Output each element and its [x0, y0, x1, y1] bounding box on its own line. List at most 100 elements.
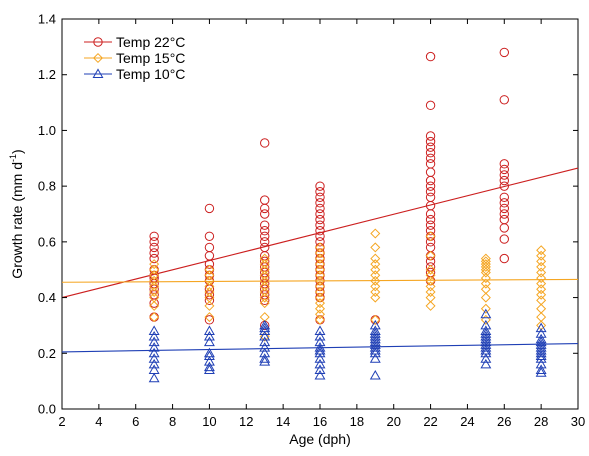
data-point [480, 333, 492, 344]
legend-label: Temp 15°C [116, 50, 185, 66]
data-point [204, 276, 215, 286]
data-point [425, 153, 436, 163]
data-point [499, 159, 509, 169]
data-point [499, 164, 509, 175]
data-point [480, 353, 492, 363]
data-point [315, 292, 325, 303]
data-point [370, 264, 381, 275]
data-point [314, 247, 326, 259]
x-tick-label: 22 [423, 414, 437, 429]
data-point [149, 275, 160, 286]
data-point [149, 231, 159, 241]
data-point [535, 358, 547, 369]
data-point [203, 356, 215, 366]
data-point [425, 275, 436, 286]
x-tick-label: 4 [95, 414, 102, 429]
data-point [499, 192, 509, 202]
series-0-markers [149, 47, 509, 331]
y-tick-label: 1.4 [38, 12, 56, 27]
data-point [480, 314, 491, 325]
data-point [260, 226, 270, 236]
data-point [260, 231, 270, 241]
data-point [149, 248, 159, 258]
y-tick-label: 0.8 [38, 179, 56, 194]
data-point [499, 175, 509, 186]
data-point [260, 138, 270, 148]
y-tick-label: 0.4 [38, 290, 56, 305]
data-point [499, 170, 509, 180]
data-point [536, 289, 547, 300]
data-point [535, 333, 547, 344]
data-point [370, 270, 381, 281]
data-point [425, 131, 436, 141]
y-axis-title-main: Growth rate (mm d [9, 162, 25, 279]
data-point [259, 286, 270, 298]
data-point [369, 333, 381, 344]
data-point [499, 47, 509, 58]
series-1-markers [149, 228, 547, 342]
data-point [149, 259, 160, 270]
y-tick-label: 0.2 [38, 346, 56, 361]
data-point [315, 198, 325, 208]
data-point [149, 312, 160, 323]
data-point [370, 275, 381, 286]
x-axis: 2 4 6 8 10 12 14 16 18 20 22 24 26 28 30 [58, 19, 585, 429]
data-point [259, 319, 271, 330]
data-point [425, 220, 436, 230]
data-point [480, 273, 491, 284]
data-point [425, 276, 436, 286]
data-point [535, 347, 547, 358]
data-point [480, 278, 491, 289]
data-point [536, 250, 547, 261]
data-point [315, 226, 325, 236]
x-tick-label: 12 [239, 414, 253, 429]
x-tick-label: 18 [350, 414, 364, 429]
data-point [480, 256, 491, 267]
data-point [314, 342, 326, 352]
data-point [259, 330, 271, 341]
x-tick-label: 26 [497, 414, 511, 429]
data-point [204, 300, 215, 311]
data-point [425, 250, 436, 261]
data-point [370, 242, 381, 253]
x-tick-label: 6 [132, 414, 139, 429]
legend-marker [92, 52, 104, 64]
data-point [314, 286, 326, 298]
x-tick-label: 16 [313, 414, 327, 429]
data-point [314, 298, 326, 309]
data-point [259, 336, 271, 347]
data-point [259, 331, 270, 342]
data-point [536, 278, 547, 289]
data-point [535, 364, 547, 374]
data-point [480, 347, 492, 358]
data-point [314, 369, 326, 380]
data-point [314, 264, 326, 275]
data-point [425, 159, 436, 169]
data-point [204, 315, 215, 325]
legend-marker [92, 68, 104, 78]
data-point [480, 264, 491, 275]
data-point [204, 312, 215, 323]
data-point [425, 51, 436, 62]
y-tick-label: 0.6 [38, 234, 56, 249]
data-point [204, 242, 215, 253]
data-point [370, 259, 381, 270]
data-point [315, 220, 325, 230]
data-point [536, 273, 547, 284]
data-point [204, 203, 215, 214]
data-point [204, 295, 215, 306]
series-2-markers [148, 308, 547, 383]
data-point [499, 223, 509, 233]
data-point [148, 336, 160, 347]
data-point [536, 261, 547, 272]
data-point [314, 281, 326, 292]
data-point [425, 142, 436, 152]
data-point [148, 342, 160, 352]
data-point [315, 237, 325, 247]
data-point [315, 181, 325, 191]
data-point [259, 270, 270, 281]
data-point [499, 214, 509, 225]
data-point [149, 286, 160, 298]
y-axis-title: Growth rate (mm d-1) [8, 149, 25, 278]
